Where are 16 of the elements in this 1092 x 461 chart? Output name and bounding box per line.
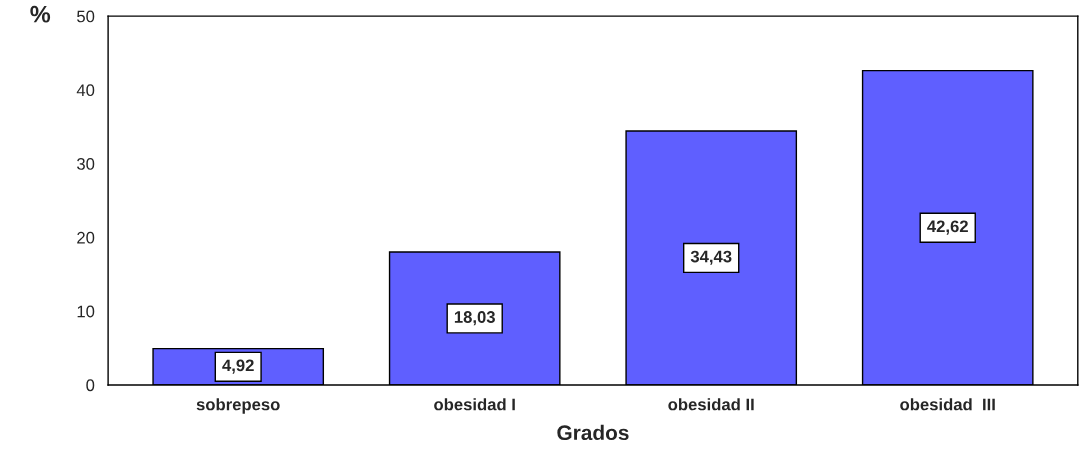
y-tick-label: 40 bbox=[76, 84, 95, 97]
y-tick-label: 20 bbox=[77, 231, 95, 244]
x-tick-label: obesidad III bbox=[900, 398, 995, 411]
data-label: 34,43 bbox=[690, 250, 732, 265]
y-tick-label: 0 bbox=[86, 379, 95, 392]
x-tick-label: obesidad II bbox=[668, 398, 754, 411]
data-label: 18,03 bbox=[454, 311, 495, 326]
y-axis-title: % bbox=[30, 5, 51, 23]
data-label: 4,92 bbox=[222, 359, 254, 374]
x-tick-label: obesidad I bbox=[434, 398, 515, 411]
data-label: 42,62 bbox=[927, 220, 968, 235]
y-tick-label: 30 bbox=[77, 158, 95, 170]
x-axis-title: Grados bbox=[557, 424, 629, 441]
y-tick-label: 10 bbox=[77, 305, 95, 318]
y-tick-label: 50 bbox=[77, 10, 95, 23]
x-tick-label: sobrepeso bbox=[196, 398, 280, 414]
